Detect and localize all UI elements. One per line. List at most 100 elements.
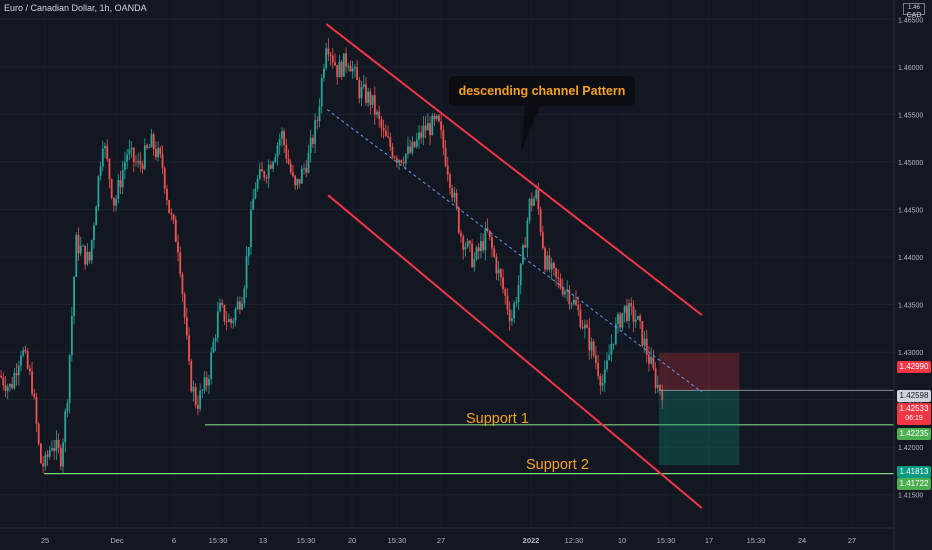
candle-body bbox=[455, 192, 458, 208]
candle-body bbox=[232, 320, 235, 324]
take-profit-zone bbox=[658, 390, 740, 465]
candle-body bbox=[135, 162, 137, 163]
candle bbox=[369, 88, 372, 115]
price-tick-label: 1.41500 bbox=[898, 493, 923, 500]
channel-callout[interactable]: descending channel Pattern bbox=[449, 76, 635, 106]
candle-body bbox=[561, 287, 564, 295]
candle bbox=[508, 301, 511, 331]
candle bbox=[654, 362, 657, 394]
current-price-tag: 1.42533 06:19 bbox=[897, 403, 931, 425]
candle bbox=[351, 61, 354, 79]
candle bbox=[192, 380, 195, 402]
candle bbox=[311, 134, 314, 148]
candle-body bbox=[26, 351, 29, 369]
candle-body bbox=[555, 268, 558, 278]
time-tick-label: 6 bbox=[172, 536, 176, 545]
candle-body bbox=[95, 206, 98, 226]
candle-body bbox=[278, 138, 281, 146]
candle bbox=[623, 305, 626, 323]
candle bbox=[183, 291, 186, 325]
candle bbox=[168, 199, 171, 214]
candle-body bbox=[506, 295, 509, 310]
price-tick-label: 1.44000 bbox=[898, 255, 923, 262]
currency-badge[interactable]: 1.46 CAD bbox=[903, 3, 925, 19]
time-tick-label: 10 bbox=[618, 536, 626, 545]
candle-body bbox=[645, 338, 648, 355]
candle-body bbox=[608, 354, 611, 361]
candle-body bbox=[243, 288, 246, 304]
candle-body bbox=[508, 309, 511, 322]
candle bbox=[471, 239, 473, 269]
candle bbox=[601, 374, 604, 392]
candle-body bbox=[245, 256, 248, 289]
candle-body bbox=[488, 230, 491, 237]
candle bbox=[475, 245, 478, 262]
candle bbox=[455, 189, 458, 211]
candle bbox=[0, 369, 3, 379]
candle-body bbox=[617, 314, 619, 324]
candle-body bbox=[637, 315, 639, 320]
time-tick-label: 2022 bbox=[523, 536, 540, 545]
candle-body bbox=[190, 360, 193, 392]
candle bbox=[645, 329, 648, 363]
candle-body bbox=[570, 303, 573, 305]
candle bbox=[329, 52, 332, 66]
candle-body bbox=[219, 302, 221, 312]
candle-body bbox=[318, 106, 321, 122]
candle-body bbox=[619, 314, 622, 328]
candle-body bbox=[654, 368, 657, 388]
candle-body bbox=[88, 251, 91, 261]
candle bbox=[77, 227, 80, 261]
candle bbox=[477, 242, 480, 260]
candle-body bbox=[493, 248, 496, 257]
candle bbox=[305, 159, 308, 178]
candle-body bbox=[13, 373, 16, 389]
candle-body bbox=[517, 285, 520, 303]
candle bbox=[659, 384, 661, 396]
candle bbox=[533, 195, 535, 207]
price-tick-label: 1.45000 bbox=[898, 160, 923, 167]
support-1-label[interactable]: Support 1 bbox=[466, 411, 529, 427]
candle-body bbox=[420, 132, 423, 138]
time-tick-label: 15:30 bbox=[388, 536, 407, 545]
candle-body bbox=[466, 240, 469, 247]
candle-body bbox=[254, 188, 257, 199]
candle-body bbox=[51, 448, 53, 451]
candle-body bbox=[409, 146, 412, 153]
candle bbox=[121, 160, 124, 195]
candle bbox=[347, 63, 350, 72]
candle bbox=[79, 236, 82, 256]
candle-body bbox=[276, 145, 279, 158]
candle bbox=[88, 251, 91, 264]
candle bbox=[570, 302, 573, 310]
time-tick-label: 25 bbox=[41, 536, 49, 545]
candle bbox=[592, 339, 595, 358]
candle-body bbox=[632, 306, 635, 322]
channel-upper-line bbox=[325, 23, 703, 316]
candle-body bbox=[298, 179, 301, 184]
candle-body bbox=[84, 245, 87, 265]
candle bbox=[572, 294, 575, 306]
callout-pointer bbox=[521, 104, 541, 152]
candle bbox=[82, 243, 84, 247]
candle bbox=[31, 361, 33, 397]
candle bbox=[285, 138, 288, 164]
candle bbox=[112, 197, 115, 212]
candle bbox=[480, 232, 482, 259]
candle-body bbox=[625, 305, 628, 321]
candle-body bbox=[203, 377, 206, 391]
candle-body bbox=[303, 168, 305, 169]
candle-body bbox=[212, 341, 215, 353]
candle bbox=[37, 422, 40, 447]
candle-body bbox=[110, 179, 113, 198]
candle bbox=[648, 346, 650, 372]
candle bbox=[261, 161, 263, 172]
candle-body bbox=[477, 247, 480, 252]
candle-body bbox=[595, 355, 597, 363]
candle-body bbox=[124, 161, 126, 171]
candle bbox=[559, 273, 562, 290]
candle bbox=[612, 343, 615, 351]
support-2-label[interactable]: Support 2 bbox=[526, 457, 589, 473]
price-tick-label: 1.43000 bbox=[898, 350, 923, 357]
